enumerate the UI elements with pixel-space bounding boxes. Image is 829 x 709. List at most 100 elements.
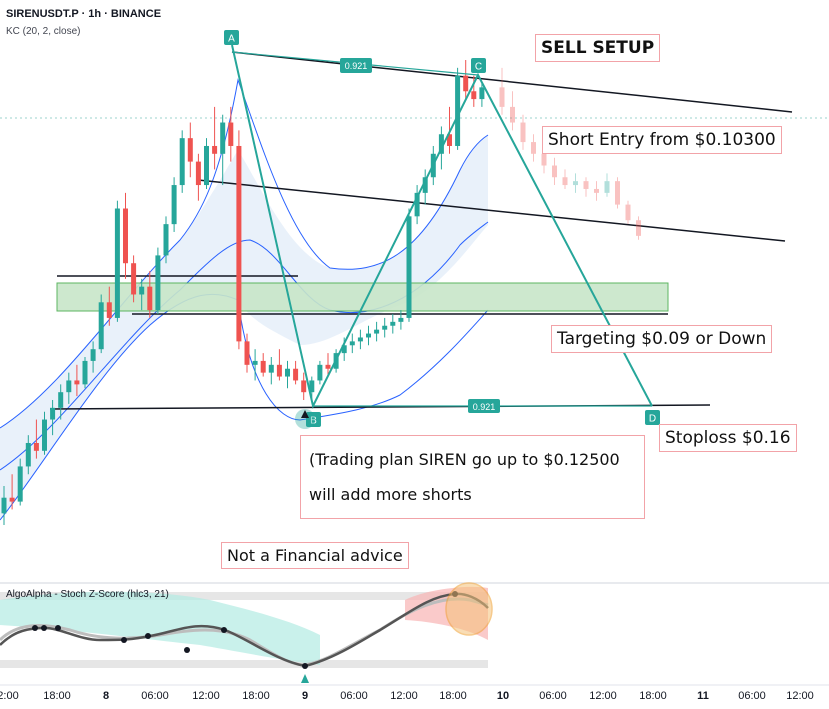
candle-29 <box>236 130 242 350</box>
candle-31 <box>252 349 258 381</box>
candle-46 <box>374 321 380 342</box>
x-tick-label: 18:00 <box>439 690 467 702</box>
candle-17 <box>139 278 145 311</box>
candle-13 <box>106 286 112 326</box>
x-tick-label: 11 <box>697 690 709 702</box>
keltner-lower <box>0 293 489 521</box>
candle-30 <box>244 333 250 373</box>
projection-candle-8 <box>583 177 589 197</box>
projection-candle-12 <box>625 200 631 225</box>
keltner-band-fill <box>0 135 488 520</box>
candle-10 <box>82 357 88 389</box>
point-d-label[interactable]: D <box>645 410 660 425</box>
mid-trendline[interactable] <box>197 179 786 242</box>
candle-8 <box>66 372 72 404</box>
candle-3 <box>25 435 31 475</box>
candle-0 <box>1 485 7 526</box>
x-tick-label: 06:00 <box>141 690 169 702</box>
chart-title: SIRENUSDT.P · 1h · BINANCE <box>6 8 162 20</box>
candle-34 <box>276 349 282 381</box>
osc-main-line <box>0 592 489 668</box>
x-tick-label: 12:00 <box>589 690 617 702</box>
projection-candle-0 <box>499 67 505 115</box>
projection-candle-5 <box>552 157 557 186</box>
candle-12 <box>98 294 104 354</box>
candle-18 <box>147 271 153 318</box>
indicator-label: KC (20, 2, close) <box>6 26 81 37</box>
candle-59 <box>479 83 485 107</box>
x-tick-label: 2:00 <box>0 690 19 702</box>
candle-52 <box>422 169 428 205</box>
candle-20 <box>163 216 169 264</box>
osc-up-arrow-icon <box>301 674 309 683</box>
x-tick-label: 18:00 <box>242 690 270 702</box>
candle-27 <box>220 114 226 186</box>
b-marker <box>295 409 315 429</box>
x-tick-label: 10 <box>496 690 510 702</box>
candle-1 <box>9 474 15 510</box>
projection-candle-1 <box>510 91 515 131</box>
svg-text:D: D <box>649 414 656 425</box>
candle-48 <box>390 314 396 334</box>
x-tick-label: 12:00 <box>390 690 418 702</box>
osc-os-band <box>0 660 488 668</box>
svg-text:C: C <box>475 62 482 73</box>
x-tick-label: 12:00 <box>786 690 814 702</box>
candle-11 <box>90 341 96 373</box>
x-tick-label: 18:00 <box>43 690 71 702</box>
ratio-bottom-label: 0.921 <box>468 399 500 413</box>
candle-4 <box>33 419 39 459</box>
candle-22 <box>179 130 185 193</box>
projection-candle-9 <box>594 181 599 201</box>
candle-43 <box>349 333 355 354</box>
osc-teal-fill <box>0 591 320 665</box>
targeting-label: Targeting $0.09 or Down <box>551 325 773 353</box>
x-tick-label: 06:00 <box>340 690 368 702</box>
projection-candle-10 <box>604 173 610 197</box>
projection-candle-7 <box>573 173 578 193</box>
candle-26 <box>212 106 218 170</box>
projection-group <box>499 67 641 240</box>
candle-14 <box>114 200 120 322</box>
candle-58 <box>471 75 477 107</box>
osc-highlight-circle[interactable] <box>445 582 493 636</box>
trading-plan-box: (Trading plan SIREN go up to $0.12500 wi… <box>300 435 645 519</box>
candle-40 <box>325 353 331 377</box>
candle-35 <box>285 360 290 389</box>
candle-57 <box>463 60 469 100</box>
candle-47 <box>382 317 388 338</box>
candle-19 <box>155 247 161 315</box>
upper-trendline[interactable] <box>231 51 793 113</box>
short-entry-label: Short Entry from $0.10300 <box>542 126 782 154</box>
x-tick-label: 8 <box>102 690 110 702</box>
oscillator-title: AlgoAlpha - Stoch Z-Score (hlc3, 21) <box>6 589 169 600</box>
stoploss-label: Stoploss $0.16 <box>659 424 797 452</box>
sell-setup-label: SELL SETUP <box>535 34 661 62</box>
candle-6 <box>50 400 56 436</box>
x-tick-label: 18:00 <box>639 690 667 702</box>
candle-23 <box>187 122 193 178</box>
candle-32 <box>260 353 266 377</box>
candle-51 <box>414 185 420 225</box>
candle-45 <box>366 325 371 346</box>
candle-37 <box>301 372 307 400</box>
candle-21 <box>171 177 177 232</box>
projection-candle-13 <box>636 216 641 240</box>
osc-ob-band <box>0 592 488 600</box>
svg-text:A: A <box>228 34 235 45</box>
candle-16 <box>131 255 137 303</box>
plan-line-2: will add more shorts <box>309 485 472 504</box>
point-a-label[interactable]: A <box>224 30 239 45</box>
keltner-mid <box>0 221 489 471</box>
candle-9 <box>74 364 80 397</box>
candle-49 <box>398 310 404 330</box>
svg-text:B: B <box>310 416 317 427</box>
projection-candle-3 <box>531 134 536 162</box>
x-tick-label: 06:00 <box>539 690 567 702</box>
candle-56 <box>455 67 461 150</box>
abcd-pattern-line[interactable] <box>231 44 653 409</box>
point-b-label[interactable]: B <box>306 412 321 427</box>
point-c-label[interactable]: C <box>471 58 486 73</box>
plan-line-1: (Trading plan SIREN go up to $0.12500 <box>309 450 620 469</box>
